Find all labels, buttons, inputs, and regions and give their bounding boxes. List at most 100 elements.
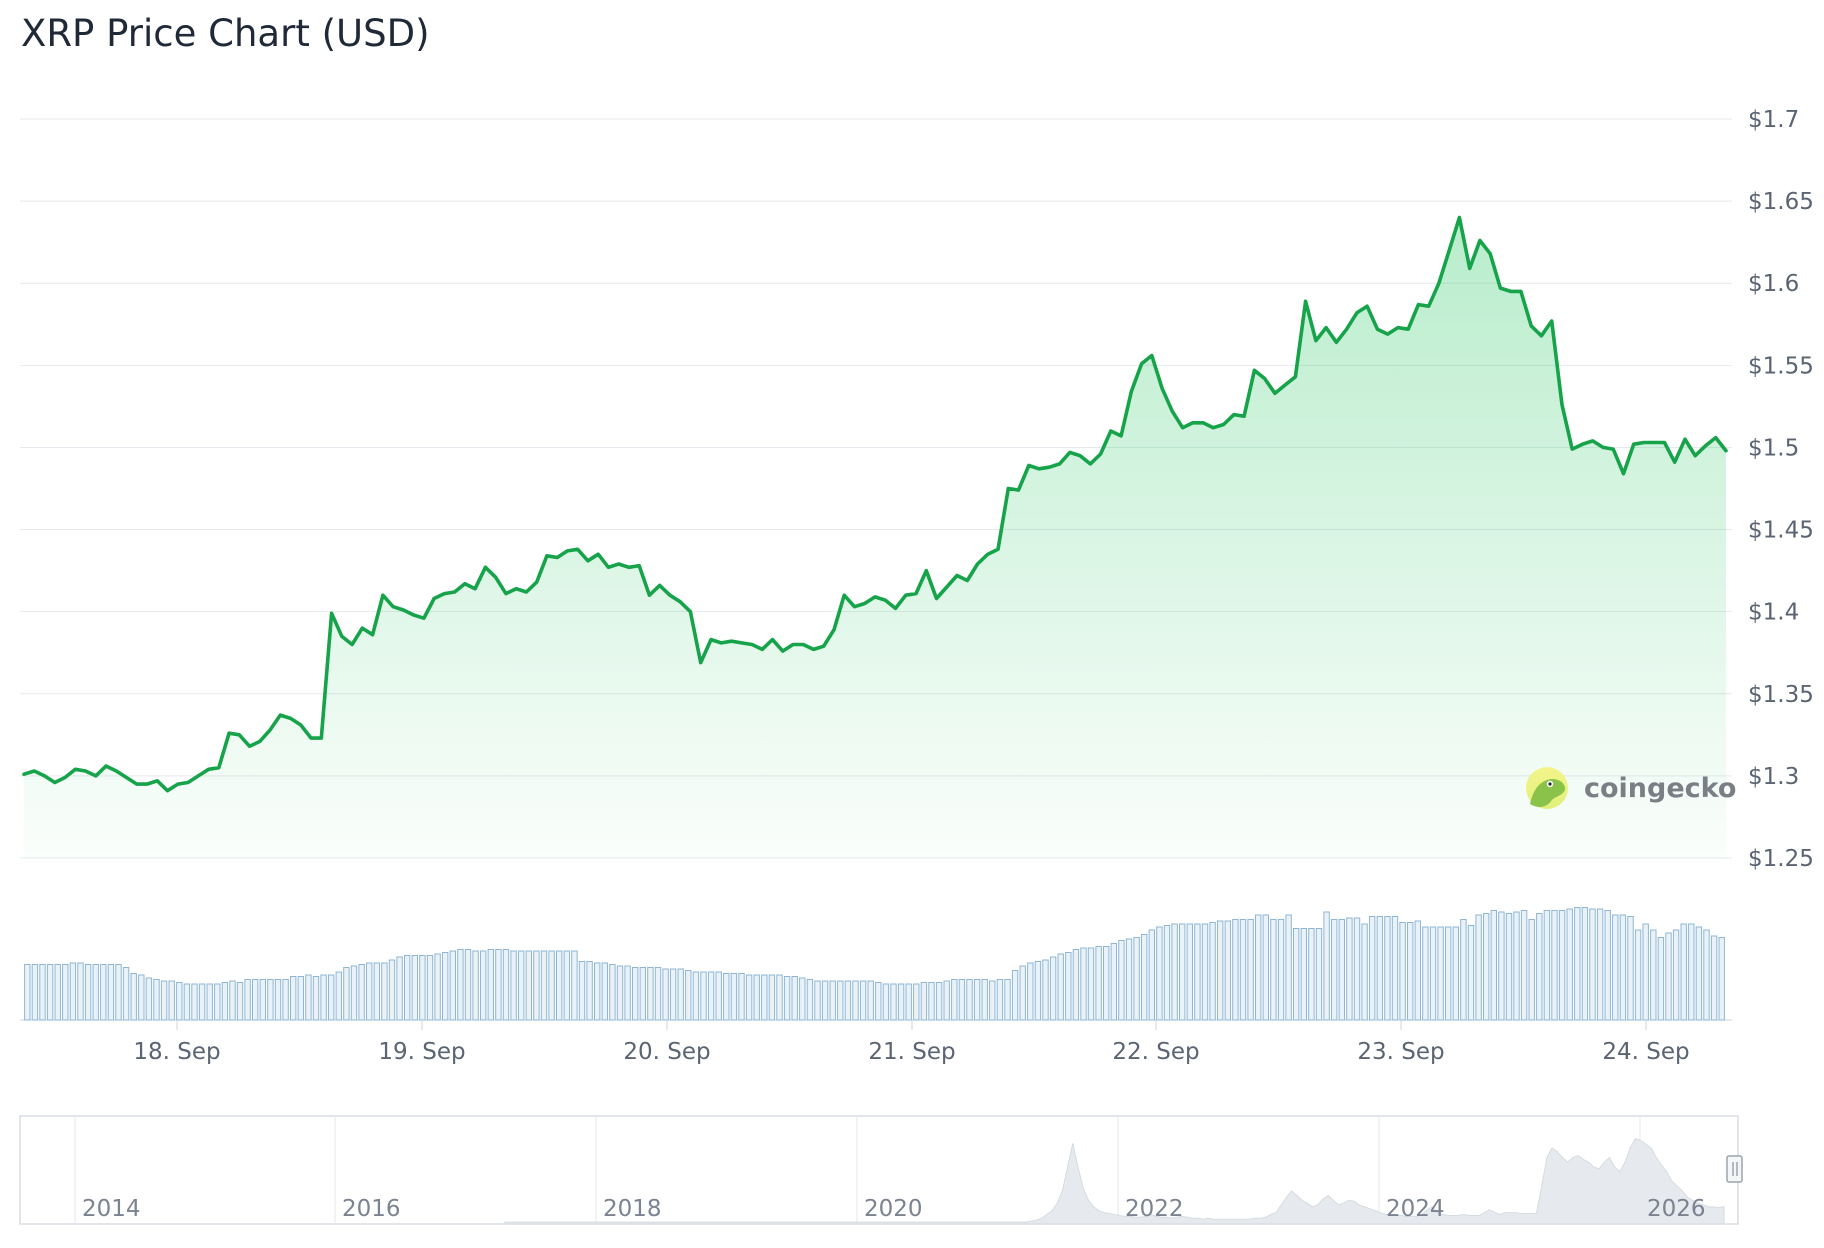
volume-bar	[168, 980, 175, 1021]
price-area-fill	[24, 217, 1726, 858]
volume-bar	[1217, 920, 1224, 1021]
volume-bar	[738, 973, 745, 1021]
volume-bar	[39, 964, 46, 1021]
volume-bar	[1437, 926, 1444, 1021]
volume-bar	[518, 950, 525, 1021]
volume-bar	[1331, 919, 1338, 1021]
volume-bar	[100, 964, 107, 1021]
volume-bar	[130, 973, 137, 1021]
volume-bar	[1490, 910, 1497, 1021]
y-tick-label: $1.35	[1748, 682, 1814, 708]
volume-bar	[1414, 920, 1421, 1021]
volume-bar	[821, 980, 829, 1021]
volume-bar	[183, 983, 191, 1021]
volume-bar	[510, 950, 517, 1021]
volume-bar	[639, 967, 646, 1021]
y-tick-label: $1.25	[1748, 846, 1814, 872]
volume-bar	[282, 979, 289, 1021]
navigator-year-label: 2022	[1125, 1196, 1184, 1222]
volume-bar	[1665, 932, 1672, 1021]
volume-bar	[487, 949, 495, 1021]
volume-bar	[1346, 917, 1353, 1021]
volume-bar	[24, 964, 31, 1021]
x-tick-label: 24. Sep	[1602, 1039, 1689, 1065]
volume-bar	[328, 974, 335, 1021]
volume-bar	[206, 983, 213, 1021]
navigator-year-label: 2026	[1647, 1196, 1706, 1222]
volume-bar	[1551, 910, 1558, 1021]
navigator-year-label: 2024	[1386, 1196, 1445, 1222]
volume-bar	[1004, 979, 1011, 1021]
volume-bar	[176, 982, 183, 1021]
volume-bar	[859, 980, 867, 1021]
volume-bar	[1156, 926, 1163, 1021]
volume-bar	[297, 976, 305, 1021]
navigator-year-label: 2016	[342, 1196, 401, 1222]
volume-bar	[381, 962, 388, 1021]
volume-bar	[442, 952, 449, 1021]
volume-bar	[1520, 910, 1528, 1021]
volume-bar	[191, 983, 198, 1021]
volume-bar	[153, 979, 160, 1021]
volume-bar	[495, 949, 502, 1021]
volume-bar	[966, 979, 973, 1021]
volume-bar	[905, 983, 912, 1021]
volume-bar	[1376, 916, 1383, 1021]
volume-bar	[480, 950, 487, 1021]
volume-bar	[1680, 923, 1687, 1021]
volume-bar	[62, 964, 69, 1021]
volume-bar	[388, 959, 396, 1021]
range-navigator[interactable]: 2014 2016 2018 2020 2022 2024 2026	[19, 1115, 1743, 1225]
volume-bar	[502, 949, 510, 1021]
volume-bar	[677, 968, 684, 1021]
coingecko-wordmark: coingecko	[1584, 773, 1736, 804]
y-tick-label: $1.45	[1748, 518, 1814, 544]
volume-bar	[69, 962, 77, 1021]
volume-bar	[1718, 937, 1725, 1021]
volume-bar	[723, 973, 730, 1021]
volume-bar	[1467, 925, 1475, 1021]
volume-bar	[571, 950, 578, 1021]
volume-bar	[837, 980, 844, 1021]
volume-bar	[434, 953, 441, 1021]
volume-bar	[411, 955, 419, 1021]
volume-bar	[259, 979, 267, 1021]
volume-bar	[624, 965, 631, 1021]
volume-bar	[115, 964, 122, 1021]
volume-bar	[1209, 922, 1216, 1021]
volume-bar	[533, 950, 540, 1021]
volume-bar	[852, 980, 859, 1021]
volume-bar	[160, 980, 168, 1021]
volume-bar	[1285, 914, 1292, 1021]
volume-bar	[1034, 961, 1042, 1021]
volume-bar	[692, 971, 700, 1021]
volume-bar	[1239, 919, 1247, 1021]
volume-bar	[935, 982, 943, 1021]
x-tick-label: 18. Sep	[133, 1039, 220, 1065]
volume-bar	[654, 967, 662, 1021]
volume-bar	[1672, 929, 1680, 1021]
volume-bar	[882, 983, 890, 1021]
volume-bar	[358, 964, 365, 1021]
x-axis-labels: 18. Sep 19. Sep 20. Sep 21. Sep 22. Sep 23. S…	[133, 1020, 1690, 1065]
volume-bar	[1452, 926, 1459, 1021]
navigator-handle[interactable]	[1726, 1155, 1743, 1183]
volume-bar	[1133, 937, 1140, 1021]
volume-bar	[1695, 926, 1703, 1021]
volume-bar	[1528, 919, 1535, 1021]
volume-bar	[1361, 923, 1368, 1021]
volume-bar	[669, 968, 677, 1021]
volume-bar	[1391, 916, 1399, 1021]
volume-bar	[791, 976, 798, 1021]
volume-bar	[373, 962, 381, 1021]
volume-bar	[1262, 914, 1269, 1021]
volume-bar	[1019, 965, 1026, 1021]
volume-bar	[1095, 946, 1102, 1021]
volume-bar	[1224, 920, 1231, 1021]
volume-bar	[715, 971, 722, 1021]
volume-bar	[1650, 929, 1657, 1021]
volume-bar	[464, 949, 472, 1021]
volume-bar	[601, 962, 608, 1021]
y-tick-label: $1.55	[1748, 353, 1814, 379]
